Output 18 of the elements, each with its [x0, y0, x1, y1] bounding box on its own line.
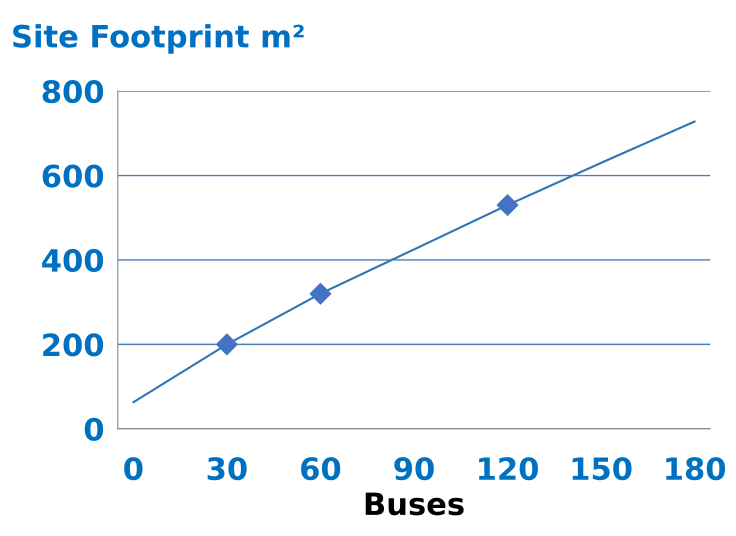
- x-tick-label: 0: [124, 457, 143, 480]
- x-tick-label: 30: [208, 457, 247, 480]
- chart-title: Site Footprint m²: [13, 24, 304, 54]
- point: [310, 282, 332, 305]
- x-tick-label: 120: [479, 457, 538, 480]
- y-tick-label: 800: [42, 80, 104, 104]
- point: [496, 194, 518, 216]
- y-tick-label: 600: [42, 164, 104, 188]
- point: [216, 333, 238, 356]
- x-tick-label: 60: [301, 457, 340, 480]
- x-tick-label: 180: [666, 457, 726, 480]
- y-tick-label: 200: [43, 333, 104, 356]
- line-series: [132, 120, 696, 404]
- x-axis-title: Buses: [366, 492, 464, 516]
- y-tick-label: 0: [84, 418, 104, 441]
- y-tick-label: 400: [42, 248, 104, 272]
- x-tick-label: 90: [394, 457, 434, 480]
- x-tick-label: 150: [572, 457, 632, 480]
